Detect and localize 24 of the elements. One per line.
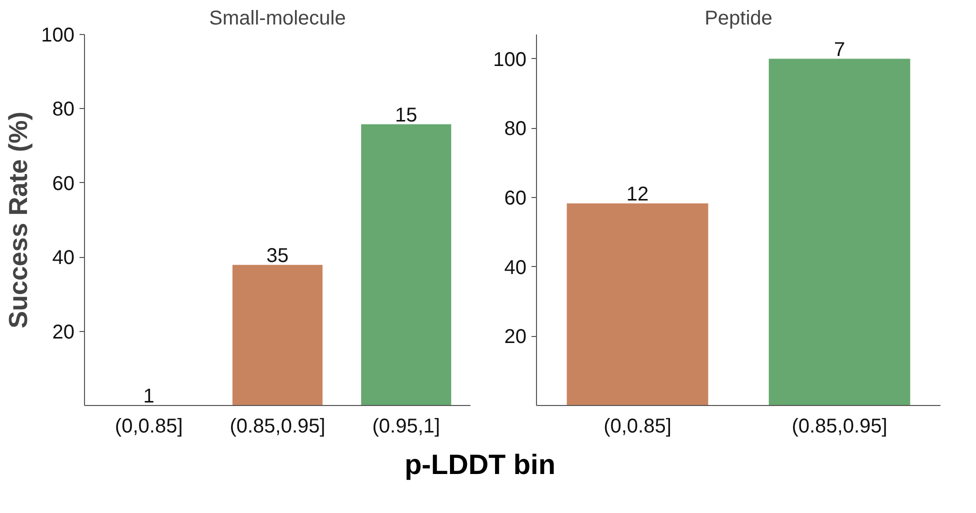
y-tick-label: 100	[41, 24, 75, 46]
annotation: 12	[626, 183, 649, 206]
annotation: 1	[143, 386, 154, 408]
y-tick-label: 80	[52, 98, 75, 121]
y-tick-label: 80	[504, 118, 527, 140]
chart-title: Peptide	[704, 8, 772, 30]
y-tick-label: 20	[52, 321, 75, 344]
x-tick-label: (0.85,0.95]	[230, 416, 326, 438]
annotation: 15	[395, 104, 418, 126]
x-tick-label: (0.85,0.95]	[792, 416, 888, 438]
x-axis-title: p-LDDT bin	[404, 448, 556, 482]
annotation: 7	[834, 38, 846, 61]
y-tick-label: 60	[52, 172, 75, 195]
x-tick-label: (0,0.85]	[114, 416, 183, 438]
chart-title: Small-molecule	[209, 8, 346, 30]
y-axis-title: Success Rate (%)	[3, 112, 34, 328]
y-tick-label: 40	[504, 256, 527, 279]
annotation: 35	[266, 244, 289, 267]
y-tick-label: 60	[504, 187, 527, 210]
x-tick-label: (0.95,1]	[372, 416, 440, 438]
x-tick-label: (0,0.85]	[604, 416, 672, 438]
y-tick-label: 20	[504, 326, 527, 348]
y-tick-label: 100	[493, 48, 527, 71]
y-tick-label: 40	[52, 247, 75, 270]
